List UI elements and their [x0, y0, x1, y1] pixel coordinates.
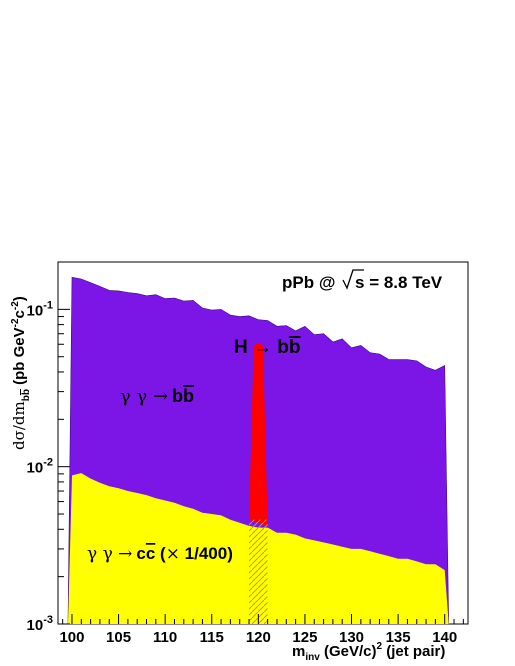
x-tick-label: 140 [432, 629, 457, 646]
higgs-label: H → bb [234, 337, 301, 358]
x-tick-label: 105 [106, 629, 131, 646]
sqrt-symbol [342, 269, 364, 290]
collision-annotation: pPb @ s = 8.8 TeV [282, 269, 443, 292]
x-tick-label: 120 [246, 629, 271, 646]
x-tick-label: 135 [386, 629, 411, 646]
gg-cc-label: γ γ → cc (× 1/400) [87, 544, 233, 564]
collision-text: pPb @ [282, 273, 335, 292]
x-tick-label: 130 [339, 629, 364, 646]
y-axis-ticks: 10-3 10-2 10-1 [27, 261, 70, 634]
series-higgs-peak-group [249, 343, 268, 526]
collision-energy: s = 8.8 TeV [355, 273, 443, 292]
x-tick-label: 110 [153, 629, 177, 646]
x-axis-title: minv (GeV/c)2 (jet pair) [292, 641, 445, 663]
y-tick-label: 10-1 [27, 299, 53, 319]
x-axis-ticks: 100 105 110 115 120 125 130 135 140 [59, 614, 464, 646]
series-higgs-peak-area [249, 343, 268, 526]
y-tick-label: 10-3 [27, 614, 53, 634]
y-axis-title: dσ/dmbb (pb GeV-2c-2) [10, 296, 32, 450]
x-tick-label: 100 [59, 629, 84, 646]
higgs-hatch-group [249, 519, 268, 624]
higgs-hatch-region [249, 519, 268, 624]
x-tick-label: 115 [200, 629, 224, 646]
gg-bb-label: γ γ → bb [120, 386, 194, 407]
y-tick-label: 10-2 [27, 457, 53, 477]
x-tick-label: 125 [292, 629, 317, 646]
